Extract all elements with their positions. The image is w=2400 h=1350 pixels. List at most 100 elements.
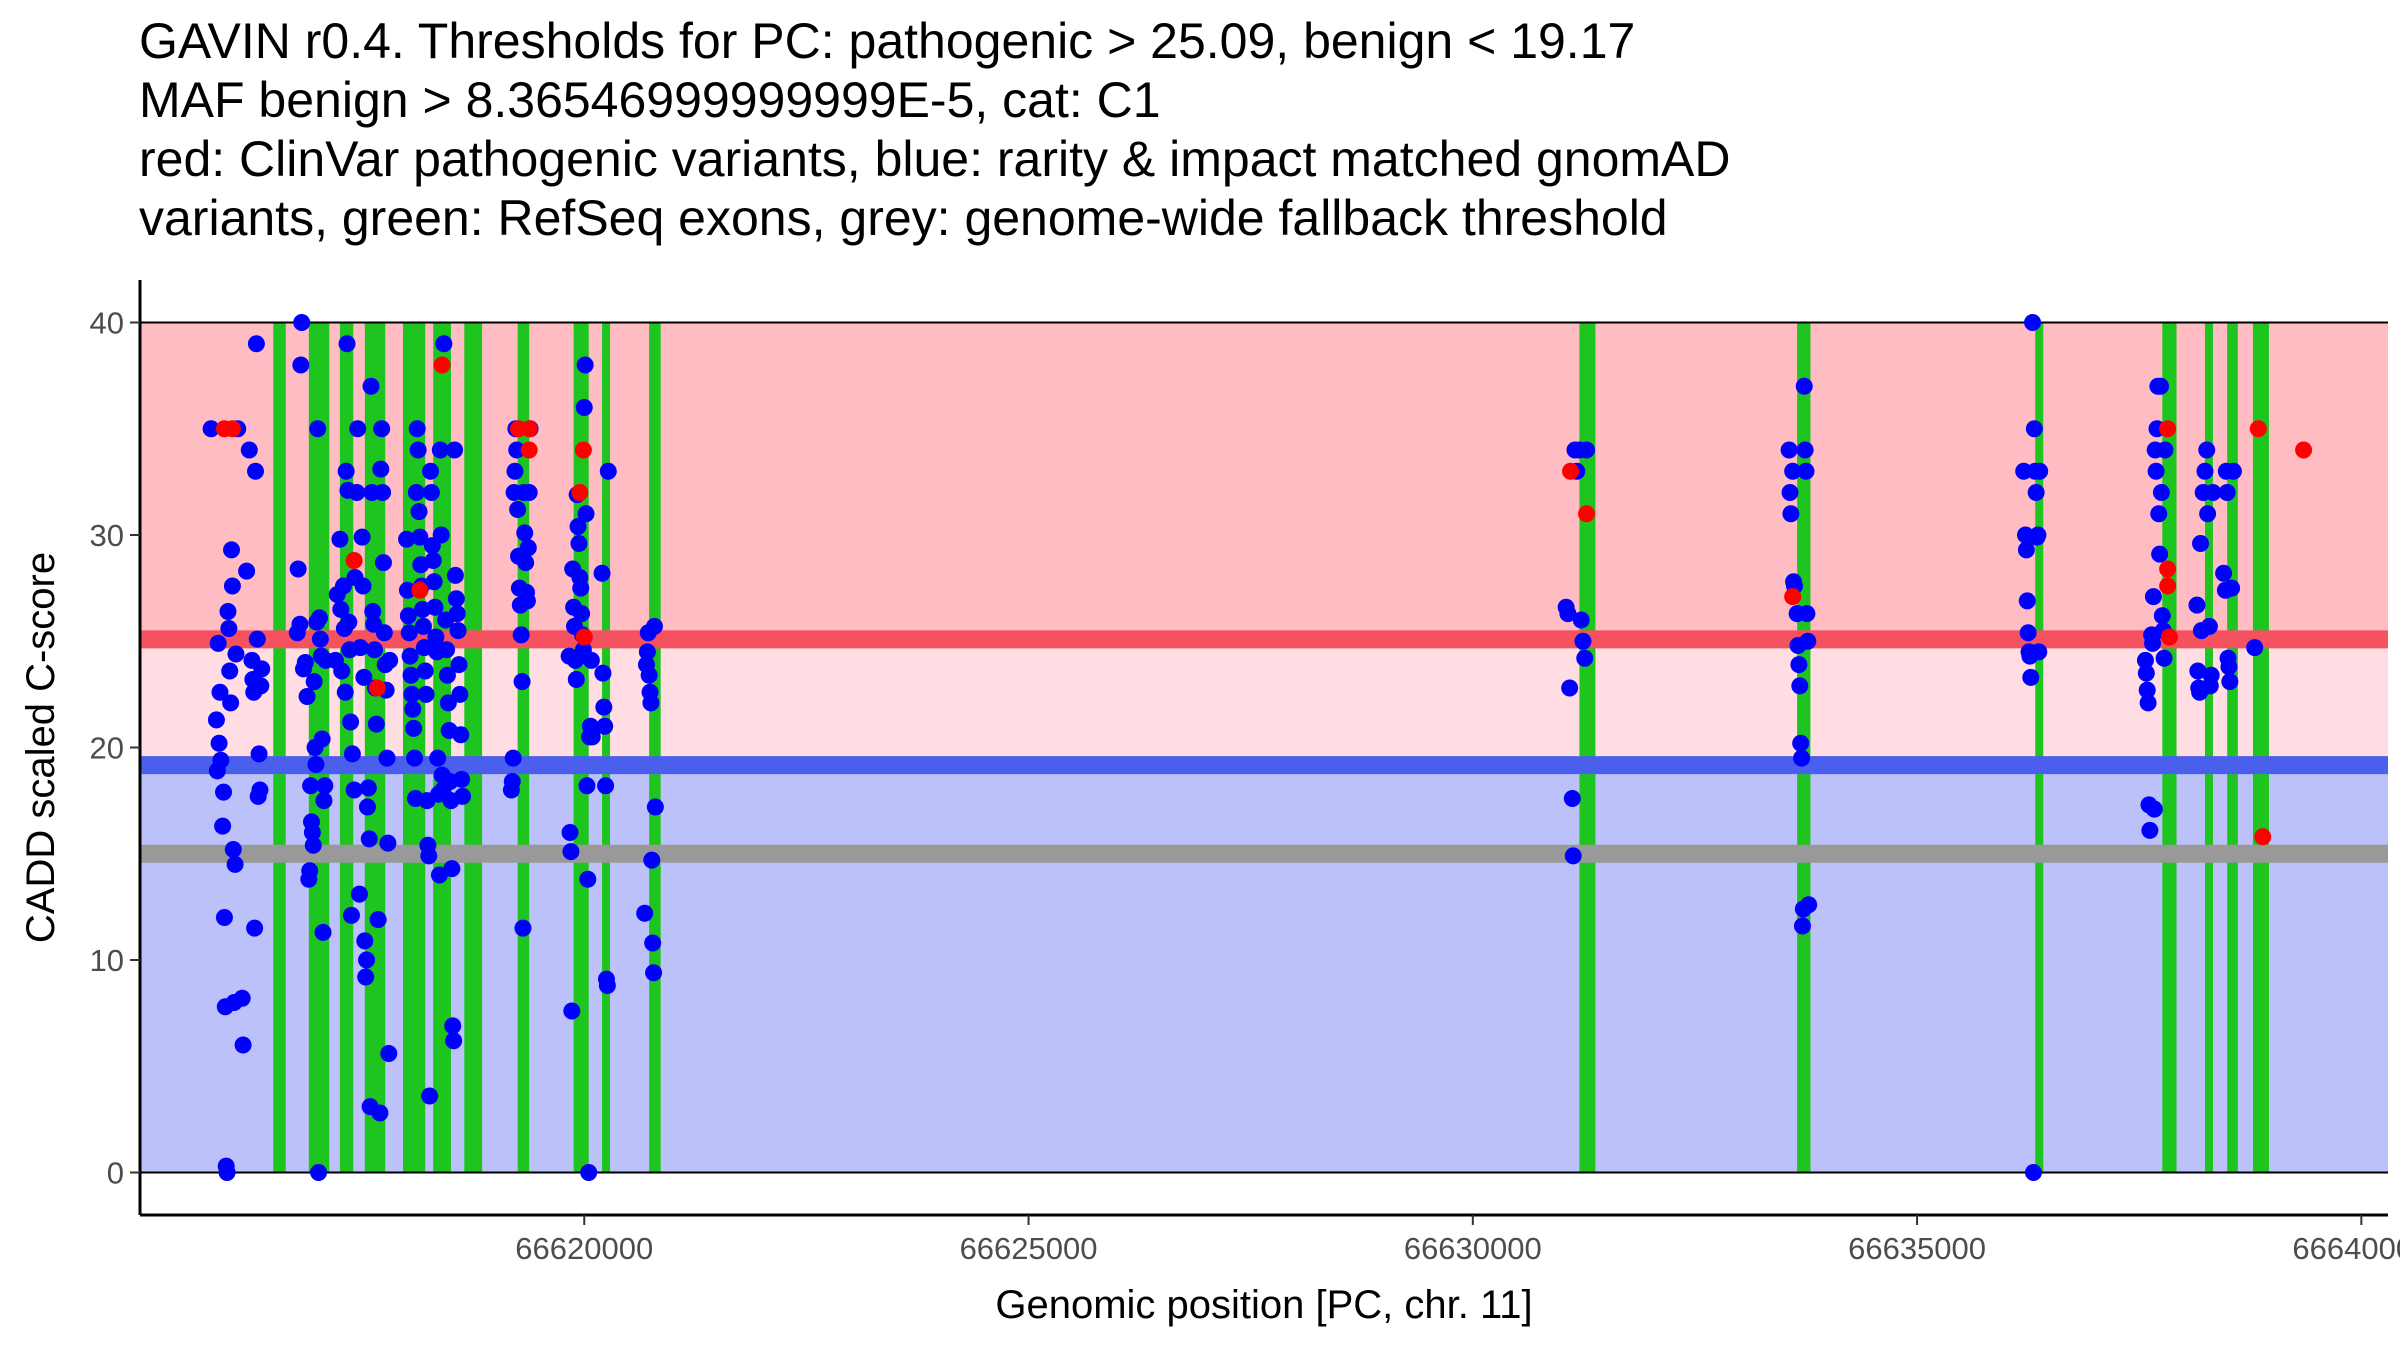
gnomad-point bbox=[2145, 800, 2163, 818]
clinvar-point bbox=[1578, 505, 1596, 523]
clinvar-points bbox=[215, 356, 2313, 846]
gnomad-point bbox=[356, 932, 374, 950]
gnomad-point bbox=[1797, 462, 1815, 480]
gnomad-point bbox=[305, 673, 323, 691]
gnomad-point bbox=[378, 749, 396, 767]
gnomad-point bbox=[2218, 484, 2236, 501]
gnomad-point bbox=[2031, 462, 2049, 480]
gnomad-point bbox=[1561, 679, 1579, 697]
gnomad-point bbox=[2200, 617, 2218, 635]
gnomad-point bbox=[2188, 596, 2206, 614]
gnomad-point bbox=[1792, 734, 1810, 752]
gnomad-point bbox=[640, 666, 658, 684]
gnomad-point bbox=[411, 528, 429, 546]
gnomad-point bbox=[1576, 649, 1594, 667]
gnomad-point bbox=[303, 824, 321, 841]
clinvar-point bbox=[2159, 577, 2177, 595]
gnomad-point bbox=[358, 798, 376, 816]
gnomad-point bbox=[2017, 541, 2035, 559]
gnomad-point bbox=[360, 830, 378, 848]
exon-bar bbox=[464, 322, 483, 1173]
gnomad-point bbox=[443, 860, 461, 878]
gnomad-point bbox=[408, 420, 426, 438]
gnomad-point bbox=[302, 777, 320, 795]
gnomad-point bbox=[345, 781, 363, 799]
gnomad-point bbox=[2152, 377, 2170, 395]
gnomad-point bbox=[449, 622, 467, 640]
gnomad-point bbox=[338, 335, 356, 353]
gnomad-point bbox=[207, 711, 225, 729]
gnomad-point bbox=[252, 677, 270, 695]
exon-bar bbox=[517, 322, 530, 1173]
exon-bar bbox=[2252, 322, 2269, 1173]
gnomad-point bbox=[332, 600, 350, 618]
gnomad-point bbox=[251, 781, 269, 799]
gnomad-point bbox=[211, 683, 229, 701]
gnomad-point bbox=[1800, 896, 1818, 914]
gnomad-point bbox=[234, 1036, 252, 1054]
gnomad-point bbox=[400, 624, 418, 642]
gnomad-point bbox=[644, 934, 662, 952]
gnomad-point bbox=[513, 673, 531, 691]
clinvar-point bbox=[1562, 462, 1580, 480]
clinvar-point bbox=[2249, 420, 2267, 438]
gnomad-point bbox=[572, 579, 590, 597]
gnomad-point bbox=[333, 662, 351, 680]
gnomad-point bbox=[366, 641, 384, 659]
gnomad-point bbox=[1784, 462, 1802, 480]
gnomad-point bbox=[517, 554, 535, 572]
gnomad-point bbox=[561, 824, 579, 841]
gnomad-point bbox=[514, 919, 532, 937]
gnomad-point bbox=[2144, 588, 2162, 606]
gnomad-point bbox=[398, 530, 416, 548]
gnomad-point bbox=[351, 639, 369, 657]
gnomad-point bbox=[337, 462, 355, 480]
gnomad-point bbox=[1559, 605, 1577, 623]
clinvar-point bbox=[571, 484, 589, 501]
gnomad-point bbox=[314, 923, 332, 941]
clinvar-point bbox=[520, 420, 538, 438]
gnomad-point bbox=[593, 564, 611, 582]
gnomad-point bbox=[410, 503, 428, 521]
gnomad-point bbox=[1793, 749, 1811, 767]
title-line-2: MAF benign > 8.36546999999999E-5, cat: C… bbox=[139, 72, 1161, 128]
y-tick-label: 40 bbox=[90, 306, 124, 341]
clinvar-point bbox=[2159, 560, 2177, 578]
gnomad-point bbox=[638, 643, 656, 661]
gnomad-point bbox=[373, 420, 391, 438]
gnomad-point bbox=[438, 641, 456, 659]
gnomad-point bbox=[1781, 484, 1799, 501]
gnomad-point bbox=[445, 1032, 463, 1050]
gnomad-point bbox=[422, 484, 440, 501]
gnomad-point bbox=[508, 441, 526, 459]
benign-region bbox=[140, 765, 2388, 1173]
exon-bar bbox=[602, 322, 611, 1173]
gnomad-point bbox=[406, 749, 424, 767]
gnomad-point bbox=[218, 1164, 236, 1181]
gnomad-point bbox=[247, 335, 265, 353]
gnomad-point bbox=[202, 420, 220, 438]
gnomad-point bbox=[596, 717, 614, 735]
clinvar-point bbox=[2159, 420, 2177, 438]
clinvar-point bbox=[2254, 828, 2272, 846]
gnomad-point bbox=[518, 592, 536, 610]
gnomad-point bbox=[567, 671, 585, 688]
gnomad-point bbox=[331, 530, 349, 548]
gnomad-point bbox=[311, 630, 329, 648]
gnomad-point bbox=[562, 843, 580, 861]
gnomad-point bbox=[516, 524, 534, 542]
gnomad-point bbox=[348, 484, 366, 501]
gnomad-point bbox=[342, 906, 360, 924]
gnomad-point bbox=[1564, 847, 1582, 865]
gnomad-point bbox=[247, 462, 265, 480]
exon-bar bbox=[364, 322, 386, 1173]
gnomad-point bbox=[2138, 681, 2156, 699]
gnomad-point bbox=[2150, 505, 2168, 523]
gnomad-point bbox=[2215, 564, 2233, 582]
threshold-lines bbox=[140, 321, 2388, 1174]
gnomad-point bbox=[1572, 611, 1590, 629]
title-line-4: variants, green: RefSeq exons, grey: gen… bbox=[139, 190, 1668, 246]
clinvar-point bbox=[368, 679, 386, 697]
gnomad-point bbox=[226, 855, 244, 873]
